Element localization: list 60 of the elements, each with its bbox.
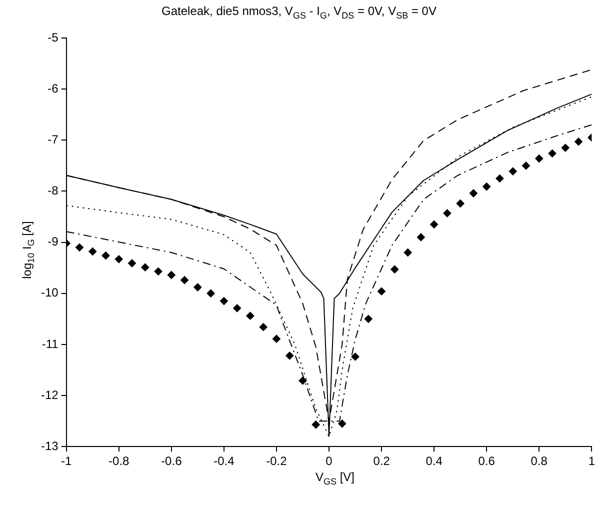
point	[246, 312, 254, 320]
point	[88, 247, 97, 256]
point	[220, 297, 228, 306]
point	[338, 420, 346, 428]
point	[535, 154, 544, 163]
point	[508, 167, 517, 176]
point	[430, 220, 438, 228]
point	[351, 352, 360, 361]
y-tick-label: -6	[48, 81, 59, 96]
x-tick-label: 0	[326, 454, 333, 468]
point	[272, 334, 280, 343]
x-axis-title: V$_{GS}$ [V]	[314, 470, 356, 486]
point	[469, 189, 478, 198]
point	[364, 314, 372, 323]
point	[102, 252, 110, 260]
x-tick-label: 1	[588, 454, 596, 468]
point	[206, 289, 215, 298]
x-tick-label: 0.6	[478, 454, 496, 468]
y-tick-label: -8	[48, 184, 59, 198]
x-tick-label: 0.8	[530, 454, 548, 468]
point	[180, 276, 189, 284]
point	[312, 420, 320, 429]
y-tick-label: -12	[41, 388, 59, 402]
x-tick-label: -1	[61, 454, 72, 468]
x-tick-label: -0.8	[108, 454, 130, 468]
y-tick-label: -13	[41, 438, 59, 453]
point	[259, 323, 268, 332]
point	[416, 233, 425, 242]
point	[141, 263, 150, 272]
point	[298, 376, 307, 385]
point	[390, 265, 399, 274]
y-tick-label: -7	[48, 132, 59, 146]
point	[194, 283, 202, 292]
point	[75, 243, 84, 252]
point	[114, 255, 123, 264]
point	[561, 144, 570, 152]
y-tick-label: -10	[41, 286, 59, 300]
y-tick-label: -11	[42, 336, 59, 351]
point	[522, 162, 530, 170]
point	[286, 352, 294, 360]
y-tick-label: -9	[48, 234, 59, 249]
point	[496, 174, 504, 182]
point	[443, 209, 452, 218]
y-tick-label: -5	[48, 30, 59, 44]
point	[378, 287, 386, 296]
x-tick-label: -0.6	[161, 454, 182, 468]
x-tick-label: -0.2	[266, 454, 288, 468]
x-tick-label: 0.4	[426, 454, 443, 468]
point	[482, 182, 491, 191]
point	[128, 259, 136, 268]
point	[548, 149, 556, 158]
point	[233, 304, 242, 312]
point	[167, 270, 176, 279]
x-tick-label: 0.2	[373, 454, 390, 468]
point	[404, 248, 412, 257]
point	[154, 267, 162, 276]
x-tick-label: -0.4	[214, 454, 235, 468]
point	[574, 138, 583, 146]
chart-title: Gateleak, die5 nmos3, V$_{GS}$ - I$_{G}$, V$_{DS}$ = 0V, V$_{SB}$ = 0V	[162, 4, 436, 20]
point	[456, 199, 464, 208]
